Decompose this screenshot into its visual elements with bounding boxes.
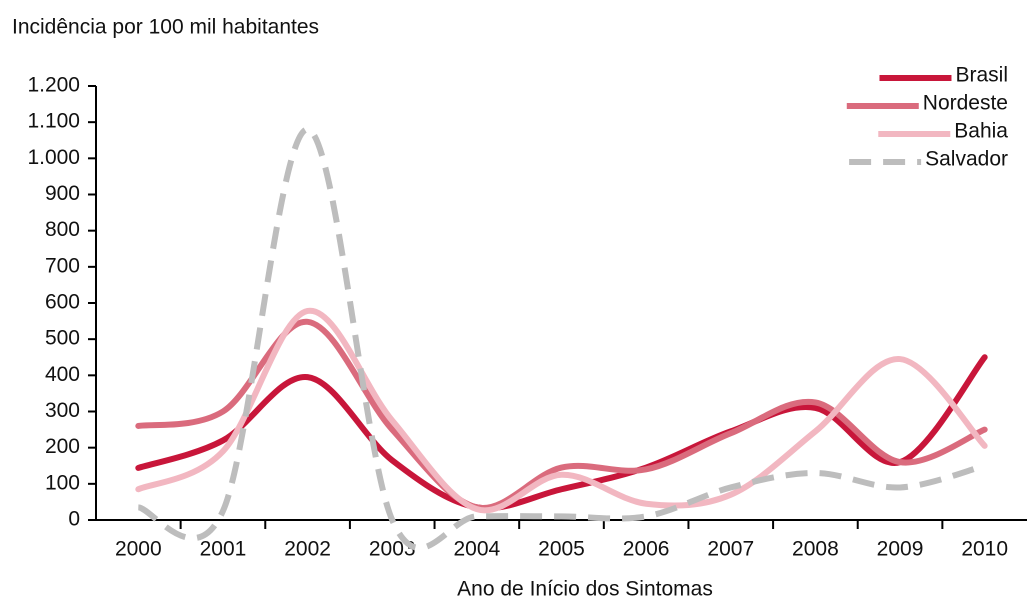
series-line <box>137 126 986 551</box>
y-tick-label: 100 <box>45 471 80 494</box>
y-tick-label: 200 <box>45 435 80 458</box>
y-tick-label: 1.100 <box>27 110 80 133</box>
x-tick-label: 2002 <box>284 538 331 561</box>
x-tick-label: 2001 <box>200 538 247 561</box>
y-tick-label: 400 <box>45 363 80 386</box>
chart-title: Incidência por 100 mil habitantes <box>12 16 319 39</box>
x-tick-label: 2007 <box>707 538 754 561</box>
y-tick-label: 300 <box>45 399 80 422</box>
legend-label: Bahia <box>954 120 1008 143</box>
series-line <box>135 354 988 512</box>
x-tick-label: 2000 <box>115 538 162 561</box>
x-axis-label: Ano de Início dos Sintomas <box>457 578 713 601</box>
legend-label: Nordeste <box>923 92 1008 115</box>
x-tick-label: 2004 <box>454 538 501 561</box>
y-tick-label: 700 <box>45 254 80 277</box>
legend-label: Brasil <box>955 64 1008 87</box>
x-tick-label: 2009 <box>877 538 924 561</box>
x-tick-label: 2006 <box>623 538 670 561</box>
y-tick-label: 1.000 <box>27 146 80 169</box>
x-tick-label: 2008 <box>792 538 839 561</box>
y-tick-label: 500 <box>45 327 80 350</box>
x-tick-label: 2005 <box>538 538 585 561</box>
x-tick-label: 2010 <box>961 538 1008 561</box>
legend-label: Salvador <box>925 148 1008 171</box>
y-tick-label: 900 <box>45 182 80 205</box>
y-tick-label: 1.200 <box>27 74 80 97</box>
y-tick-label: 0 <box>68 508 80 531</box>
y-tick-label: 800 <box>45 218 80 241</box>
series-line <box>135 307 988 514</box>
y-tick-label: 600 <box>45 291 80 314</box>
